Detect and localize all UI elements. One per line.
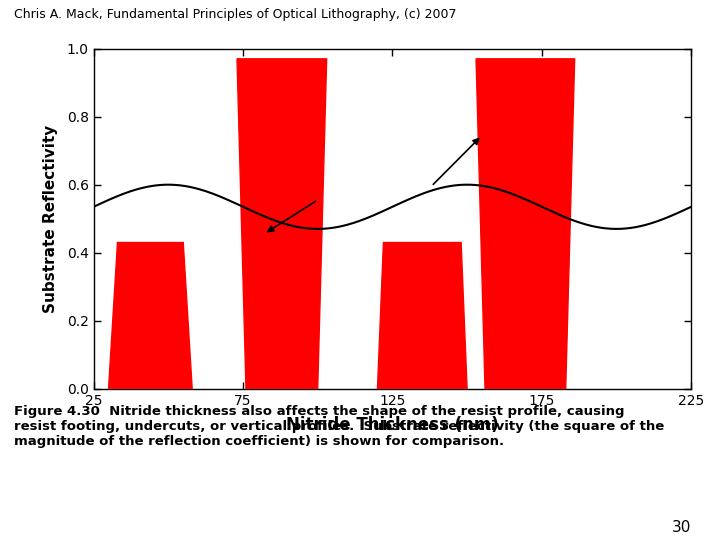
Polygon shape	[476, 59, 575, 389]
Text: 30: 30	[672, 519, 691, 535]
Y-axis label: Substrate Reflectivity: Substrate Reflectivity	[43, 125, 58, 313]
Text: Chris A. Mack, Fundamental Principles of Optical Lithography, (c) 2007: Chris A. Mack, Fundamental Principles of…	[14, 8, 457, 21]
Polygon shape	[109, 242, 192, 389]
X-axis label: Nitride Thickness (nm): Nitride Thickness (nm)	[286, 416, 499, 434]
Text: Figure 4.30  Nitride thickness also affects the shape of the resist profile, cau: Figure 4.30 Nitride thickness also affec…	[14, 405, 665, 448]
Polygon shape	[237, 59, 327, 389]
Polygon shape	[377, 242, 467, 389]
